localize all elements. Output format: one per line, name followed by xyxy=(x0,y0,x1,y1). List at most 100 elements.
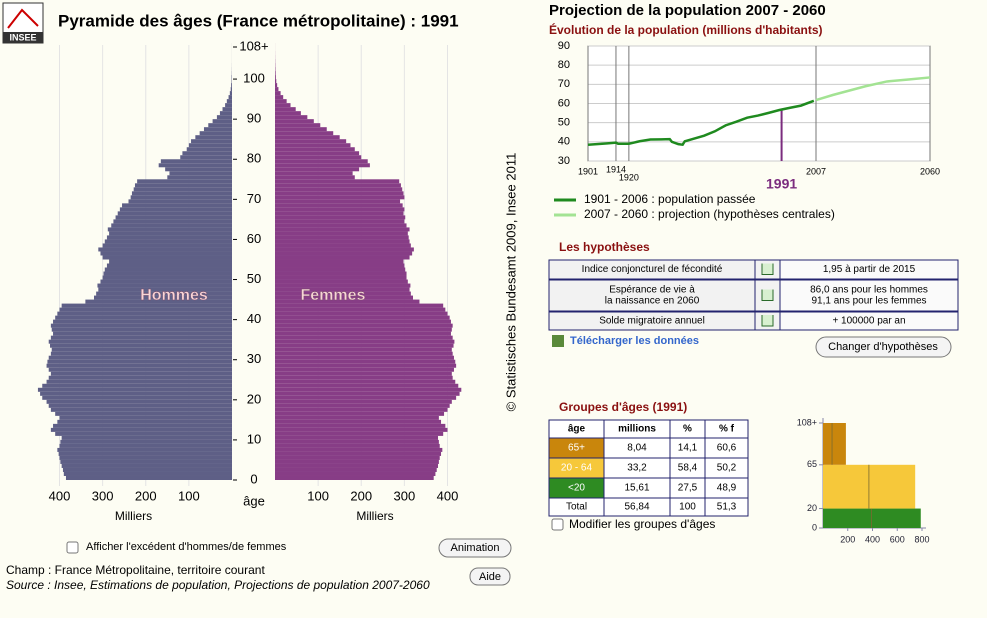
bar xyxy=(275,443,440,448)
bar xyxy=(275,95,284,100)
table-text: 60,6 xyxy=(717,443,737,454)
button-label: Changer d'hypothèses xyxy=(828,341,938,353)
bar xyxy=(275,435,439,440)
checkbox[interactable] xyxy=(551,518,564,531)
bar xyxy=(195,135,232,140)
bar xyxy=(63,471,232,476)
button[interactable] xyxy=(815,336,952,358)
table-text: 58,4 xyxy=(678,463,698,474)
bar xyxy=(275,99,287,104)
bar xyxy=(275,403,450,408)
bar xyxy=(169,171,232,176)
credit: © Statistisches Bundesamt 2009, Insee 20… xyxy=(503,153,518,412)
table-cell xyxy=(779,279,959,312)
bar xyxy=(47,359,232,364)
download-icon[interactable] xyxy=(552,335,564,347)
bar xyxy=(275,299,420,304)
bar xyxy=(275,159,368,164)
bar xyxy=(275,235,409,240)
bar xyxy=(212,119,232,124)
bar xyxy=(275,203,403,208)
table-text: la naissance en 2060 xyxy=(605,296,700,307)
bar xyxy=(53,319,232,324)
bar xyxy=(42,383,232,388)
bar xyxy=(55,431,232,436)
bar xyxy=(275,323,453,328)
table-text: Indice conjoncturel de fécondité xyxy=(582,264,723,275)
bar xyxy=(823,423,846,465)
bar xyxy=(275,135,340,140)
bar xyxy=(50,427,232,432)
bar xyxy=(37,387,232,392)
bar xyxy=(275,303,444,308)
marker-label: 1991 xyxy=(766,176,797,192)
bar xyxy=(137,179,232,184)
bar xyxy=(62,467,233,472)
bar xyxy=(275,167,360,172)
bar xyxy=(50,323,232,328)
bar xyxy=(97,283,232,288)
button[interactable] xyxy=(469,567,511,586)
button[interactable] xyxy=(438,538,512,558)
bar xyxy=(57,447,232,452)
bar xyxy=(48,403,232,408)
bar xyxy=(226,99,232,104)
bar xyxy=(275,367,454,372)
bar xyxy=(275,263,405,268)
table-cell xyxy=(704,497,749,517)
bar xyxy=(59,307,232,312)
bar xyxy=(275,139,347,144)
bar xyxy=(275,183,401,188)
bar xyxy=(106,263,232,268)
checkbox[interactable] xyxy=(66,541,79,554)
bar xyxy=(275,335,453,340)
y-tick-label: 60 xyxy=(558,97,570,109)
bar xyxy=(134,183,232,188)
bar xyxy=(275,447,443,452)
table-text: 51,3 xyxy=(717,502,737,513)
button-label: Animation xyxy=(451,542,500,554)
bar xyxy=(275,463,439,468)
checkbox-label: Modifier les groupes d'âges xyxy=(569,517,715,531)
bar xyxy=(182,151,232,156)
table-text: 33,2 xyxy=(627,463,647,474)
table-text: Total xyxy=(566,502,587,513)
bar xyxy=(104,239,232,244)
legend-label: 2007 - 2060 : projection (hypothèses cen… xyxy=(584,207,835,221)
bar xyxy=(275,215,406,220)
table-text: 14,1 xyxy=(678,443,698,454)
bar xyxy=(275,271,407,276)
bar xyxy=(55,411,232,416)
bar xyxy=(275,411,445,416)
y-tick-label: 70 xyxy=(558,78,570,90)
bar xyxy=(275,307,446,312)
series-label: Femmes xyxy=(301,287,366,304)
bar xyxy=(275,407,448,412)
y-tick-label: 30 xyxy=(558,155,570,167)
chart-subtitle: Évolution de la population (millions d'h… xyxy=(549,22,823,37)
bar xyxy=(53,423,232,428)
bar xyxy=(131,191,232,196)
bar xyxy=(104,267,232,272)
bar xyxy=(275,467,437,472)
bar xyxy=(231,83,232,88)
download-link[interactable]: Télécharger les données xyxy=(570,335,699,347)
bar xyxy=(180,155,232,160)
bar xyxy=(275,283,411,288)
table-text: + 100000 par an xyxy=(832,316,905,327)
bar xyxy=(275,179,400,184)
bar xyxy=(115,215,232,220)
bar xyxy=(199,131,232,136)
bar xyxy=(46,379,232,384)
bar xyxy=(275,247,414,252)
bar xyxy=(275,115,308,120)
x-tick-label: 400 xyxy=(865,534,880,544)
bar xyxy=(48,375,232,380)
y-tick-label: 0 xyxy=(250,471,257,486)
edit-icon xyxy=(761,315,774,327)
bar xyxy=(46,399,232,404)
x-tick-label: 400 xyxy=(49,488,71,503)
bar xyxy=(275,427,448,432)
bar xyxy=(275,423,446,428)
bar xyxy=(119,207,232,212)
